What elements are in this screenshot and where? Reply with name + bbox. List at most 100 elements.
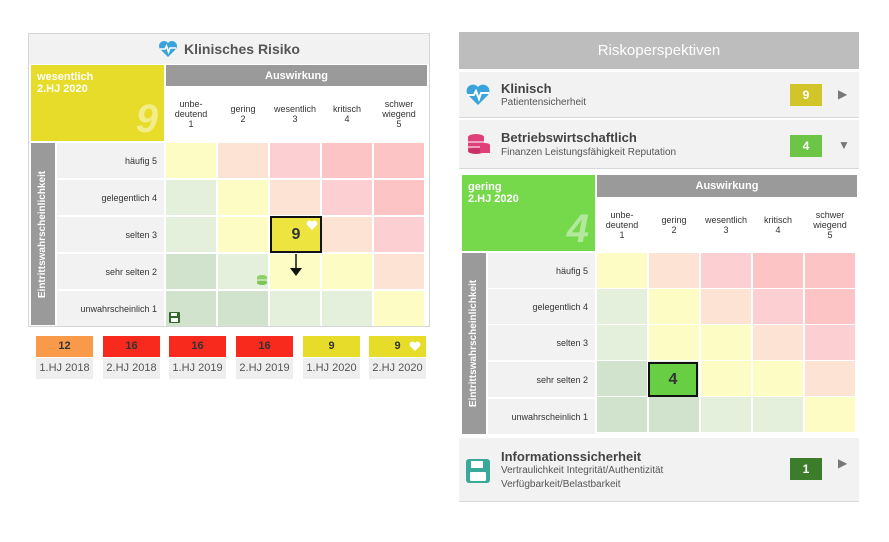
matrix-cell[interactable] xyxy=(166,254,216,289)
column-headers: unbe- deutend 1 gering 2 wesentlich 3 kr… xyxy=(597,199,855,251)
column-header: gering 2 xyxy=(218,88,268,140)
matrix-cell[interactable] xyxy=(166,180,216,215)
matrix-cell[interactable] xyxy=(753,289,803,324)
matrix-cell[interactable] xyxy=(322,217,372,252)
matrix-cell[interactable] xyxy=(270,291,320,326)
matrix-cell[interactable] xyxy=(649,325,699,360)
perspective-score: 4 xyxy=(790,135,822,157)
panel-title-text: Klinisches Risiko xyxy=(184,41,300,57)
history-label: 1.HJ 2019 xyxy=(169,358,226,379)
perspective-row-betriebswirtschaftlich[interactable]: Betriebswirtschaftlich Finanzen Leistung… xyxy=(459,120,859,169)
matrix-cell[interactable] xyxy=(218,180,268,215)
panel-title: Riskoperspektiven xyxy=(459,32,859,69)
perspective-row-klinisch[interactable]: Klinisch Patientensicherheit 9 ▶ xyxy=(459,72,859,118)
matrix-cell[interactable] xyxy=(322,291,372,326)
axis-impact-header: Auswirkung xyxy=(166,65,427,86)
row-label: selten 3 xyxy=(488,325,595,360)
floppy-disk-icon xyxy=(466,459,490,483)
perspective-title: Informationssicherheit xyxy=(501,449,642,464)
perspective-score: 1 xyxy=(790,458,822,480)
matrix-cell[interactable] xyxy=(805,397,855,432)
perspective-title: Betriebswirtschaftlich xyxy=(501,130,637,145)
risk-matrix xyxy=(597,253,855,432)
matrix-cell[interactable] xyxy=(701,361,751,396)
matrix-cell[interactable] xyxy=(597,397,647,432)
axis-probability-label: Eintrittswahrscheinlichkeit xyxy=(462,253,486,434)
perspective-score: 9 xyxy=(790,84,822,106)
column-header: wesentlich 3 xyxy=(701,199,751,251)
status-value: 9 xyxy=(135,97,158,141)
row-label: gelegentlich 4 xyxy=(488,289,595,324)
matrix-cell[interactable] xyxy=(218,291,268,326)
expand-arrow-icon[interactable]: ▶ xyxy=(838,456,848,470)
heart-pulse-icon xyxy=(159,41,178,57)
heart-pulse-icon xyxy=(466,84,490,105)
matrix-cell[interactable] xyxy=(374,180,424,215)
matrix-cell[interactable] xyxy=(701,325,751,360)
row-label: gelegentlich 4 xyxy=(57,180,164,215)
matrix-cell[interactable] xyxy=(649,397,699,432)
matrix-cell[interactable] xyxy=(753,253,803,288)
history-item[interactable]: 16 2.HJ 2019 xyxy=(236,336,293,379)
matrix-cell[interactable] xyxy=(166,143,216,178)
history-item[interactable]: 9 2.HJ 2020 xyxy=(369,336,426,379)
matrix-cell[interactable] xyxy=(270,180,320,215)
matrix-cell[interactable] xyxy=(753,325,803,360)
matrix-cell[interactable] xyxy=(597,289,647,324)
expand-arrow-icon[interactable]: ▶ xyxy=(838,87,848,101)
matrix-cell[interactable] xyxy=(218,217,268,252)
column-headers: unbe- deutend 1 gering 2 wesentlich 3 kr… xyxy=(166,88,424,140)
column-header: schwer wiegend 5 xyxy=(374,88,424,140)
matrix-cell[interactable] xyxy=(597,325,647,360)
matrix-cell[interactable] xyxy=(374,217,424,252)
column-header: gering 2 xyxy=(649,199,699,251)
history-item[interactable]: 16 2.HJ 2018 xyxy=(103,336,160,379)
collapse-arrow-icon[interactable]: ▼ xyxy=(838,138,850,152)
matrix-cell[interactable] xyxy=(805,289,855,324)
perspective-subtitle: Vertraulichkeit Integrität/Authentizität xyxy=(501,465,664,476)
matrix-cell[interactable] xyxy=(805,361,855,396)
axis-impact-header: Auswirkung xyxy=(597,175,857,197)
matrix-cell[interactable] xyxy=(701,253,751,288)
matrix-cell[interactable] xyxy=(649,289,699,324)
matrix-cell[interactable] xyxy=(166,217,216,252)
history-value: 9 xyxy=(303,336,360,357)
matrix-cell[interactable] xyxy=(597,253,647,288)
matrix-cell[interactable] xyxy=(753,397,803,432)
floppy-disk-icon xyxy=(169,312,180,323)
history-label: 1.HJ 2020 xyxy=(303,358,360,379)
heart-icon xyxy=(409,341,421,351)
history-item[interactable]: 16 1.HJ 2019 xyxy=(169,336,226,379)
row-label: unwahrscheinlich 1 xyxy=(57,291,164,326)
current-risk-marker[interactable]: 9 xyxy=(270,216,322,253)
matrix-cell[interactable] xyxy=(218,143,268,178)
clinical-risk-panel: Klinisches Risiko wesentlich 2.HJ 2020 9… xyxy=(28,33,430,327)
matrix-cell[interactable] xyxy=(270,143,320,178)
history-item[interactable]: 9 1.HJ 2020 xyxy=(303,336,360,379)
matrix-cell[interactable] xyxy=(701,397,751,432)
matrix-cell[interactable] xyxy=(805,253,855,288)
perspective-subtitle: Finanzen Leistungsfähigkeit Reputation xyxy=(501,147,677,158)
risk-status-box: wesentlich 2.HJ 2020 9 xyxy=(31,65,164,141)
matrix-cell[interactable] xyxy=(322,254,372,289)
row-label: häufig 5 xyxy=(57,143,164,178)
matrix-cell[interactable] xyxy=(701,289,751,324)
trend-arrow-icon xyxy=(290,254,302,276)
perspective-row-informationssicherheit[interactable]: Informationssicherheit Vertraulichkeit I… xyxy=(459,438,859,502)
matrix-cell[interactable] xyxy=(374,291,424,326)
coins-icon xyxy=(257,275,267,285)
matrix-cell[interactable] xyxy=(322,143,372,178)
matrix-cell[interactable] xyxy=(322,180,372,215)
matrix-cell[interactable] xyxy=(649,253,699,288)
column-header: kritisch 4 xyxy=(753,199,803,251)
history-value: 9 xyxy=(369,336,426,357)
row-label: sehr selten 2 xyxy=(488,362,595,397)
matrix-cell[interactable] xyxy=(597,361,647,396)
matrix-cell[interactable] xyxy=(753,361,803,396)
history-value: 16 xyxy=(169,336,226,357)
history-item[interactable]: 12 1.HJ 2018 xyxy=(36,336,93,379)
matrix-cell[interactable] xyxy=(374,143,424,178)
matrix-cell[interactable] xyxy=(374,254,424,289)
current-risk-marker[interactable]: 4 xyxy=(648,362,698,397)
matrix-cell[interactable] xyxy=(805,325,855,360)
